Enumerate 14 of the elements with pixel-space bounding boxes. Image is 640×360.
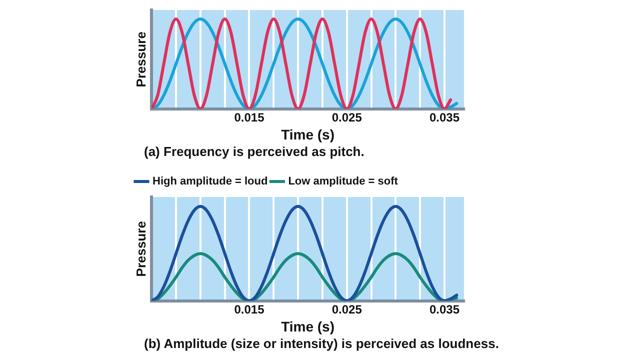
text: (b) Amplitude (size or intensity) is perceived as loudness. [144, 336, 500, 352]
x-axis-title: Time (s) [281, 126, 335, 142]
x-tick-label: 0.015 [234, 302, 265, 316]
x-tick-label: 0.025 [332, 302, 362, 316]
x-tick-label: 0.015 [234, 110, 265, 124]
x-tick-label: 0.035 [429, 302, 460, 316]
y-axis-title: Pressure [133, 32, 148, 88]
legend-label: High amplitude = loud [152, 176, 268, 188]
legend-label: Low amplitude = soft [288, 176, 398, 188]
x-tick-label: 0.035 [429, 110, 460, 124]
x-tick-label: 0.025 [332, 110, 362, 124]
text: (a) Frequency is perceived as pitch. [144, 144, 366, 160]
y-axis-title: Pressure [133, 221, 148, 277]
x-axis-title: Time (s) [281, 318, 335, 334]
